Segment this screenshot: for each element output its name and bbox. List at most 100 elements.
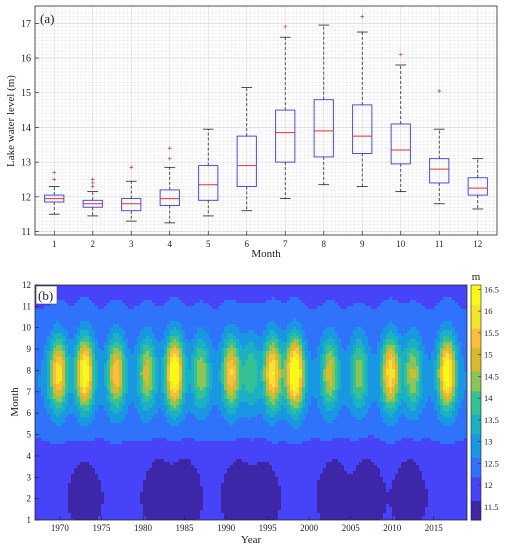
contour-cell — [65, 432, 69, 436]
contour-cell — [80, 321, 84, 325]
contour-cell — [47, 336, 51, 340]
contour-cell — [143, 321, 147, 325]
contour-cell — [95, 426, 99, 430]
contour-cell — [173, 501, 177, 505]
contour-cell — [104, 459, 108, 463]
contour-cell — [71, 366, 75, 370]
contour-cell — [131, 396, 135, 400]
contour-cell — [104, 309, 108, 313]
contour-cell — [206, 375, 210, 379]
contour-cell — [194, 393, 198, 397]
contour-cell — [56, 471, 60, 475]
contour-cell — [125, 435, 129, 439]
contour-cell — [68, 486, 72, 490]
contour-cell — [89, 333, 93, 337]
contour-cell — [188, 357, 192, 361]
contour-cell — [209, 348, 213, 352]
contour-cell — [191, 423, 195, 427]
contour-cell — [35, 387, 39, 391]
contour-cell — [38, 318, 42, 322]
contour-cell — [152, 297, 156, 301]
contour-cell — [200, 411, 204, 415]
contour-cell — [173, 372, 177, 376]
contour-cell — [68, 510, 72, 514]
contour-cell — [83, 345, 87, 349]
contour-cell — [173, 444, 177, 448]
contour-cell — [56, 345, 60, 349]
contour-cell — [119, 321, 123, 325]
contour-cell — [122, 465, 126, 469]
contour-cell — [176, 378, 180, 382]
contour-cell — [113, 432, 117, 436]
contour-cell — [197, 345, 201, 349]
contour-cell — [86, 450, 90, 454]
contour-cell — [98, 291, 102, 295]
contour-cell — [41, 330, 45, 334]
contour-cell — [122, 342, 126, 346]
contour-cell — [101, 348, 105, 352]
contour-cell — [167, 405, 171, 409]
contour-cell — [104, 381, 108, 385]
contour-cell — [209, 300, 213, 304]
contour-cell — [209, 297, 213, 301]
contour-cell — [98, 435, 102, 439]
contour-cell — [35, 450, 39, 454]
contour-cell — [161, 447, 165, 451]
contour-cell — [35, 441, 39, 445]
contour-cell — [41, 516, 45, 520]
contour-cell — [209, 321, 213, 325]
contour-cell — [77, 498, 81, 502]
contour-cell — [149, 390, 153, 394]
contour-cell — [200, 510, 204, 514]
contour-cell — [86, 384, 90, 388]
contour-cell — [167, 300, 171, 304]
contour-cell — [170, 294, 174, 298]
contour-cell — [158, 360, 162, 364]
contour-cell — [110, 420, 114, 424]
contour-cell — [143, 327, 147, 331]
contour-cell — [71, 369, 75, 373]
contour-cell — [152, 366, 156, 370]
contour-cell — [134, 309, 138, 313]
contour-cell — [161, 456, 165, 460]
contour-cell — [104, 399, 108, 403]
contour-cell — [206, 453, 210, 457]
contour-cell — [35, 342, 39, 346]
contour-cell — [113, 456, 117, 460]
contour-cell — [50, 324, 54, 328]
contour-cell — [113, 513, 117, 517]
contour-cell — [188, 459, 192, 463]
contour-cell — [38, 324, 42, 328]
contour-cell — [41, 411, 45, 415]
contour-cell — [41, 501, 45, 505]
contour-cell — [143, 474, 147, 478]
contour-cell — [125, 381, 129, 385]
contour-cell — [185, 483, 189, 487]
contour-cell — [44, 345, 48, 349]
contour-cell — [35, 468, 39, 472]
contour-cell — [95, 345, 99, 349]
contour-cell — [131, 336, 135, 340]
contour-cell — [185, 510, 189, 514]
contour-cell — [173, 441, 177, 445]
contour-cell — [71, 291, 75, 295]
contour-cell — [140, 354, 144, 358]
contour-cell — [35, 489, 39, 493]
contour-cell — [98, 294, 102, 298]
contour-cell — [197, 405, 201, 409]
contour-cell — [167, 360, 171, 364]
contour-cell — [137, 363, 141, 367]
contour-cell — [137, 396, 141, 400]
contour-cell — [80, 459, 84, 463]
contour-cell — [185, 435, 189, 439]
contour-cell — [53, 312, 57, 316]
contour-cell — [188, 480, 192, 484]
contour-cell — [194, 315, 198, 319]
contour-cell — [206, 441, 210, 445]
contour-cell — [50, 429, 54, 433]
contour-cell — [35, 483, 39, 487]
contour-cell — [35, 345, 39, 349]
contour-cell — [194, 324, 198, 328]
contour-cell — [119, 507, 123, 511]
contour-cell — [65, 474, 69, 478]
